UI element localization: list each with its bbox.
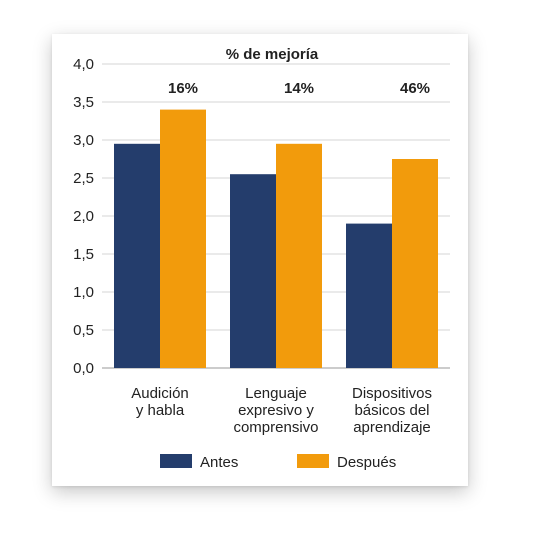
improvement-label: 46%	[400, 80, 430, 97]
y-tick-label: 0,5	[73, 322, 94, 339]
bar-antes	[346, 223, 392, 368]
bar-despues	[392, 159, 438, 368]
chart-title: % de mejoría	[226, 46, 319, 63]
legend-swatch	[160, 454, 192, 468]
bar-despues	[160, 109, 206, 368]
y-tick-label: 3,5	[73, 94, 94, 111]
chart-card: 0,0 0,5 1,0 1,5 2,0 2,5 3,0 3,5 4,0 Audición y ha…	[52, 34, 468, 486]
bar-chart: 0,0 0,5 1,0 1,5 2,0 2,5 3,0 3,5 4,0 Audición y ha…	[73, 46, 450, 471]
x-tick-label: Dispositivos básicos del aprendizaje	[352, 385, 432, 436]
y-tick-label: 2,5	[73, 170, 94, 187]
y-tick-label: 1,0	[73, 284, 94, 301]
y-tick-label: 3,0	[73, 132, 94, 149]
x-tick-label: Lenguaje expresivo y comprensivo	[233, 385, 318, 436]
improvement-label: 14%	[284, 80, 314, 97]
legend-label: Después	[337, 454, 396, 471]
y-axis-ticks: 0,0 0,5 1,0 1,5 2,0 2,5 3,0 3,5 4,0	[73, 56, 94, 377]
legend-swatch	[297, 454, 329, 468]
y-tick-label: 0,0	[73, 360, 94, 377]
category-labels: Audición y habla Lenguaje expresivo y compre…	[131, 385, 432, 436]
bar-antes	[114, 143, 160, 368]
legend: Antes Después	[160, 454, 396, 471]
legend-label: Antes	[200, 454, 238, 471]
improvement-label: 16%	[168, 80, 198, 97]
x-tick-label: Audición y habla	[131, 385, 189, 419]
y-tick-label: 2,0	[73, 208, 94, 225]
bars	[114, 109, 438, 368]
y-tick-label: 4,0	[73, 56, 94, 73]
bar-antes	[230, 174, 276, 368]
y-tick-label: 1,5	[73, 246, 94, 263]
bar-despues	[276, 143, 322, 368]
percentage-annotations: 16% 14% 46%	[168, 80, 430, 97]
